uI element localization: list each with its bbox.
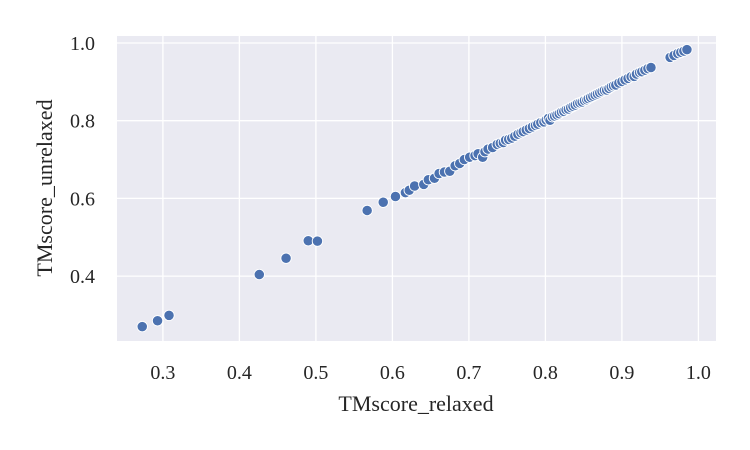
y-axis-label: TMscore_unrelaxed xyxy=(32,99,57,276)
x-tick-label: 0.6 xyxy=(380,362,405,384)
data-point xyxy=(681,43,693,56)
x-tick-label: 0.4 xyxy=(227,362,252,384)
data-point xyxy=(645,61,657,74)
data-points xyxy=(136,43,693,333)
data-point xyxy=(136,320,148,333)
x-tick-label: 0.8 xyxy=(533,362,558,384)
grid-lines xyxy=(117,36,716,341)
data-point xyxy=(361,204,373,217)
data-point xyxy=(377,196,389,208)
x-axis-label: TMscore_relaxed xyxy=(338,391,493,416)
y-tick-label: 1.0 xyxy=(70,33,95,55)
y-tick-label: 0.8 xyxy=(70,111,95,133)
x-tick-label: 0.9 xyxy=(609,362,634,384)
data-point xyxy=(253,268,265,281)
data-point xyxy=(408,180,421,192)
data-point xyxy=(163,309,175,322)
x-tick-label: 0.7 xyxy=(456,362,481,384)
y-tick-label: 0.6 xyxy=(70,188,95,210)
x-tick-label: 0.5 xyxy=(303,362,328,384)
data-point xyxy=(311,235,324,247)
data-point xyxy=(280,252,292,264)
data-point xyxy=(389,190,402,203)
y-tick-labels: 0.4 0.6 0.8 1.0 xyxy=(70,33,95,288)
data-point xyxy=(151,315,164,327)
x-tick-label: 0.3 xyxy=(150,362,175,384)
x-tick-labels: 0.3 0.4 0.5 0.6 0.7 0.8 0.9 1.0 xyxy=(150,362,711,384)
x-tick-label: 1.0 xyxy=(686,362,711,384)
y-tick-label: 0.4 xyxy=(70,266,95,288)
